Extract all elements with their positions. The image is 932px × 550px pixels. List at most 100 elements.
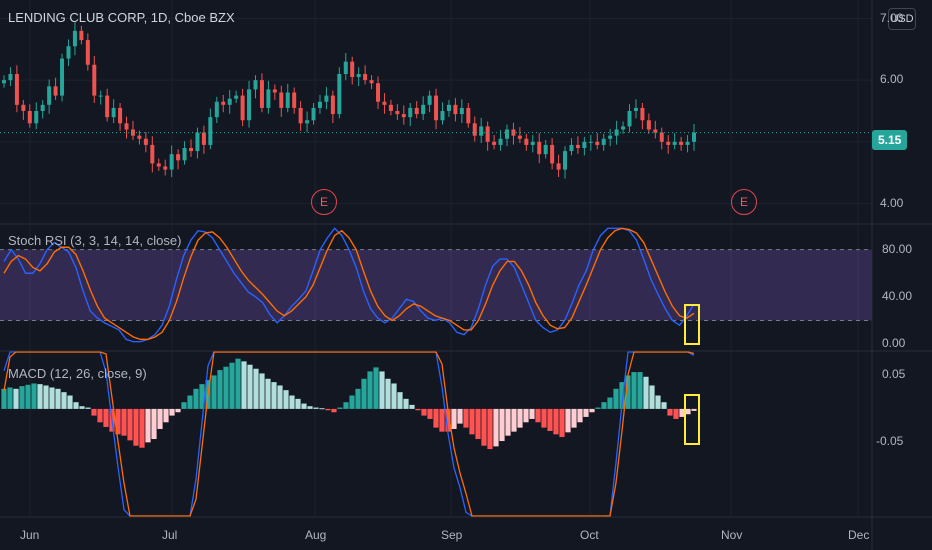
macd-histogram-bar xyxy=(541,408,547,428)
macd-histogram-bar xyxy=(43,385,49,409)
price-tick-label: 7.00 xyxy=(880,10,904,25)
candle-body xyxy=(646,120,651,130)
candle-body xyxy=(14,74,19,105)
macd-histogram-bar xyxy=(679,408,685,417)
candle-body xyxy=(685,141,690,145)
candle-body xyxy=(679,141,684,145)
candle-body xyxy=(137,135,142,139)
macd-histogram-bar xyxy=(1,388,7,409)
candle-body xyxy=(440,111,445,121)
macd-histogram-bar xyxy=(547,408,553,431)
highlight-box xyxy=(684,304,700,345)
macd-histogram-bar xyxy=(67,395,73,409)
candle-body xyxy=(305,120,310,124)
macd-histogram-bar xyxy=(475,408,481,440)
stoch-d-line xyxy=(3,227,695,341)
stoch-tick-label: 80.00 xyxy=(882,241,913,256)
macd-histogram-bar xyxy=(145,408,151,443)
macd-histogram-bar xyxy=(19,386,25,409)
macd-histogram-bar xyxy=(259,373,265,409)
price-tick-label: 6.00 xyxy=(880,72,904,87)
candle-body xyxy=(382,101,387,105)
macd-histogram-bar xyxy=(121,408,127,436)
earnings-marker[interactable]: E xyxy=(311,189,337,215)
stoch-rsi-title[interactable]: Stoch RSI (3, 3, 14, 14, close) xyxy=(8,233,182,248)
macd-histogram-bar xyxy=(637,372,643,409)
macd-histogram-bar xyxy=(685,408,691,415)
candle-body xyxy=(517,135,522,139)
chart-title: LENDING CLUB CORP, 1D, Cboe BZX xyxy=(8,10,235,25)
macd-histogram-bar xyxy=(49,387,55,409)
macd-histogram-bar xyxy=(133,408,139,446)
macd-histogram-bar xyxy=(223,366,229,409)
candle-body xyxy=(421,104,426,115)
macd-histogram-bar xyxy=(439,408,445,432)
candle-body xyxy=(208,117,213,145)
earnings-marker[interactable]: E xyxy=(731,189,757,215)
macd-histogram-bar xyxy=(655,395,661,409)
candle-body xyxy=(311,107,316,121)
macd-histogram-bar xyxy=(13,388,19,409)
macd-histogram-bar xyxy=(283,390,289,409)
candle-body xyxy=(692,132,696,142)
candle-body xyxy=(633,107,638,111)
macd-histogram-bar xyxy=(577,408,583,423)
macd-histogram-bar xyxy=(199,384,205,409)
candle-body xyxy=(401,114,406,118)
macd-histogram-bar xyxy=(571,408,577,428)
macd-histogram-bar xyxy=(241,361,247,409)
candle-body xyxy=(47,86,52,105)
candle-body xyxy=(279,92,284,108)
currency-button[interactable]: USD xyxy=(888,8,916,30)
candle-body xyxy=(556,163,561,170)
macd-histogram-bar xyxy=(265,378,271,409)
candle-body xyxy=(201,132,206,145)
macd-histogram-bar xyxy=(163,408,169,423)
candle-body xyxy=(2,80,6,84)
macd-histogram-bar xyxy=(463,408,469,428)
candle-body xyxy=(156,163,161,167)
macd-histogram-bar xyxy=(355,388,361,409)
macd-histogram-bar xyxy=(649,385,655,409)
candle-body xyxy=(530,141,535,145)
candle-body xyxy=(324,95,329,102)
candle-body xyxy=(259,80,264,108)
candle-body xyxy=(550,144,555,164)
macd-histogram-bar xyxy=(85,407,91,409)
macd-histogram-bar xyxy=(481,408,487,446)
macd-histogram-bar xyxy=(433,408,439,428)
macd-histogram-bar xyxy=(493,408,499,447)
candle-body xyxy=(672,141,677,145)
highlight-boxes xyxy=(684,304,700,445)
candle-body xyxy=(221,101,226,105)
candle-body xyxy=(569,144,574,152)
macd-histogram-bar xyxy=(331,408,337,413)
macd-histogram-bar xyxy=(619,382,625,409)
candle-body xyxy=(640,107,645,121)
candle-body xyxy=(388,104,393,111)
candle-body xyxy=(621,126,626,130)
macd-histogram-bar xyxy=(277,385,283,409)
candle-body xyxy=(317,101,322,108)
candle-body xyxy=(98,95,103,97)
macd-histogram-bar xyxy=(643,376,649,409)
candle-body xyxy=(292,92,297,108)
time-axis-label: Aug xyxy=(305,528,327,542)
macd-histogram-bar xyxy=(367,371,373,409)
candle-body xyxy=(150,144,155,164)
macd-histogram-bar xyxy=(385,378,391,409)
macd-histogram-bar xyxy=(271,382,277,409)
macd-histogram-bar xyxy=(289,395,295,409)
last-price-label: 5.15 xyxy=(872,130,908,150)
candle-body xyxy=(543,144,548,155)
candle-body xyxy=(511,129,516,136)
macd-histogram-bar xyxy=(247,364,253,409)
candle-body xyxy=(247,89,252,121)
macd-title[interactable]: MACD (12, 26, close, 9) xyxy=(8,366,147,381)
macd-histogram-bar xyxy=(661,402,667,409)
candle-body xyxy=(111,107,116,118)
macd-histogram-bar xyxy=(445,408,451,432)
macd-histogram-bar xyxy=(427,408,433,419)
stoch-k-line xyxy=(3,227,695,343)
